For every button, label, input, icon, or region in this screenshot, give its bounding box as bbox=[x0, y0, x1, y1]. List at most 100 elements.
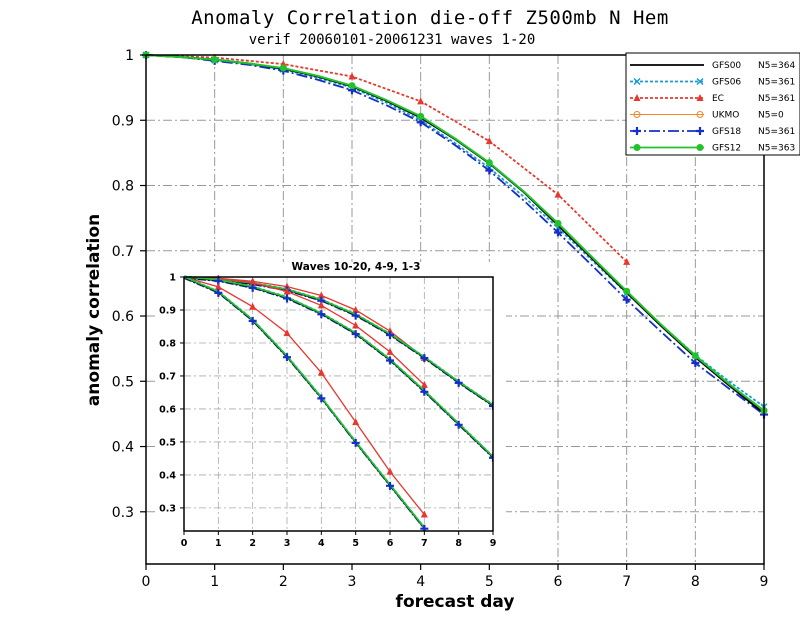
inset-y-tick-label: 0.6 bbox=[159, 404, 176, 415]
inset-ec-point bbox=[249, 302, 257, 310]
legend-label: GFS18 bbox=[712, 127, 741, 137]
legend-marker-gfs06 bbox=[696, 77, 704, 86]
inset-y-tick-label: 0.3 bbox=[159, 503, 176, 514]
inset-gfs-point bbox=[420, 387, 429, 396]
inset-gfs-point bbox=[351, 330, 360, 339]
inset-ec-point bbox=[283, 329, 291, 337]
inset-x-tick-label: 3 bbox=[284, 538, 291, 549]
series-line-ec bbox=[145, 54, 628, 263]
data-point-ec bbox=[348, 72, 356, 80]
inset-x-tick-label: 7 bbox=[421, 538, 428, 549]
data-point-ec bbox=[623, 257, 631, 265]
data-point-gfs12 bbox=[691, 352, 699, 360]
inset-gfs-point bbox=[489, 401, 493, 410]
data-point-gfs12 bbox=[348, 82, 356, 90]
inset-gfs-point bbox=[420, 524, 429, 531]
x-tick-label: 3 bbox=[348, 574, 357, 590]
inset-ec-point bbox=[317, 301, 325, 309]
x-tick-label: 6 bbox=[554, 574, 563, 590]
data-point-gfs12 bbox=[417, 112, 425, 120]
data-point-gfs12 bbox=[554, 219, 562, 227]
main-plot-frame bbox=[145, 54, 765, 565]
main-axis-ticks: 0 1 2 3 4 5 6 7 8 9 0.3 0.4 0.5 0.6 0.7 0.8 0.9 1 bbox=[112, 48, 769, 590]
legend-marker-ukmo bbox=[696, 111, 704, 118]
inset-y-tick-label: 0.4 bbox=[159, 470, 176, 481]
data-point-gfs18 bbox=[622, 295, 631, 304]
inset-gfs-point bbox=[386, 356, 394, 365]
legend: GFS00 N5=364 GFS06 N5=361 EC N5=361 UKMO N5=0 GF… bbox=[625, 52, 800, 156]
y-tick-label: 0.8 bbox=[112, 179, 134, 195]
inset-y-tick-label: 0.7 bbox=[159, 371, 176, 382]
inset-gfs-point bbox=[489, 453, 493, 462]
inset-ec-point bbox=[317, 291, 325, 299]
legend-count: N5=361 bbox=[758, 127, 795, 137]
y-tick-label: 1 bbox=[125, 48, 134, 64]
y-tick-label: 0.9 bbox=[112, 113, 134, 129]
inset-ec-point bbox=[420, 510, 428, 518]
inset-plot-frame bbox=[183, 276, 494, 532]
data-point-ec bbox=[417, 97, 425, 105]
legend-count: N5=361 bbox=[758, 78, 795, 88]
x-tick-label: 0 bbox=[142, 574, 151, 590]
inset-gfs-point bbox=[386, 481, 394, 490]
data-point-gfs12 bbox=[211, 56, 219, 64]
x-tick-label: 5 bbox=[485, 574, 494, 590]
data-point-gfs18 bbox=[554, 228, 562, 237]
series-line-gfs18 bbox=[145, 54, 765, 416]
legend-label: GFS12 bbox=[712, 144, 741, 154]
y-tick-label: 0.5 bbox=[112, 374, 134, 390]
inset-gfs-point bbox=[283, 294, 291, 303]
y-tick-label: 0.6 bbox=[112, 309, 134, 325]
inset-ec-point bbox=[283, 287, 291, 295]
inset-gfs-point bbox=[214, 288, 223, 297]
inset-gfs-point bbox=[351, 311, 360, 320]
inset-gfs-point bbox=[283, 353, 291, 362]
inset-ec-point bbox=[317, 368, 325, 376]
inset-gfs-point bbox=[248, 283, 257, 292]
legend-marker-gfs12 bbox=[633, 144, 641, 151]
inset-gfs-point bbox=[351, 438, 360, 447]
inset-gfs-point bbox=[454, 420, 463, 429]
inset-x-tick-label: 1 bbox=[215, 538, 222, 549]
legend-marker-ec bbox=[696, 94, 704, 101]
inset-ec-point bbox=[352, 321, 360, 329]
inset-x-tick-label: 0 bbox=[181, 538, 188, 549]
data-point-ec bbox=[485, 137, 493, 145]
inset-title: Waves 10-20, 4-9, 1-3 bbox=[292, 261, 421, 273]
inset-gfs-line bbox=[184, 276, 493, 458]
inset-ec-point bbox=[420, 380, 428, 388]
y-tick-label: 0.3 bbox=[112, 505, 134, 521]
legend-marker-ukmo bbox=[633, 111, 641, 118]
x-axis-label: forecast day bbox=[396, 592, 515, 612]
inset-gfs-point bbox=[317, 394, 326, 403]
y-axis-label: anomaly correlation bbox=[84, 214, 104, 406]
data-point-gfs12 bbox=[485, 159, 493, 167]
legend-count: N5=364 bbox=[758, 61, 795, 71]
legend-marker-gfs18 bbox=[696, 127, 704, 135]
data-point-ec bbox=[554, 190, 562, 198]
legend-label: GFS06 bbox=[712, 78, 741, 88]
chart-subtitle: verif 20060101-20061231 waves 1-20 bbox=[249, 32, 536, 48]
data-point-gfs18 bbox=[691, 359, 700, 368]
x-tick-label: 8 bbox=[691, 574, 700, 590]
legend-marker-ec bbox=[633, 94, 641, 101]
x-tick-label: 9 bbox=[760, 574, 769, 590]
legend-marker-gfs12 bbox=[696, 144, 704, 151]
legend-box bbox=[625, 52, 800, 156]
series-line-gfs12 bbox=[145, 54, 765, 412]
inset-axis-ticks: 0 1 2 3 4 5 6 7 8 9 0.3 0.4 0.5 0.6 0.7 0.8 0.9 1 bbox=[159, 273, 496, 550]
x-tick-label: 1 bbox=[210, 574, 219, 590]
inset-ec-line bbox=[184, 276, 425, 386]
inset-x-tick-label: 9 bbox=[490, 538, 497, 549]
inset-ec-line bbox=[184, 276, 425, 515]
x-tick-label: 4 bbox=[416, 574, 425, 590]
legend-label: EC bbox=[712, 94, 724, 104]
inset-ec-point bbox=[352, 305, 360, 313]
inset-x-tick-label: 8 bbox=[455, 538, 462, 549]
legend-count: N5=0 bbox=[758, 111, 784, 121]
data-point-gfs18 bbox=[485, 166, 494, 175]
inset-x-tick-label: 6 bbox=[387, 538, 394, 549]
main-series-group bbox=[142, 51, 768, 419]
inset-gfs-point bbox=[248, 316, 257, 325]
